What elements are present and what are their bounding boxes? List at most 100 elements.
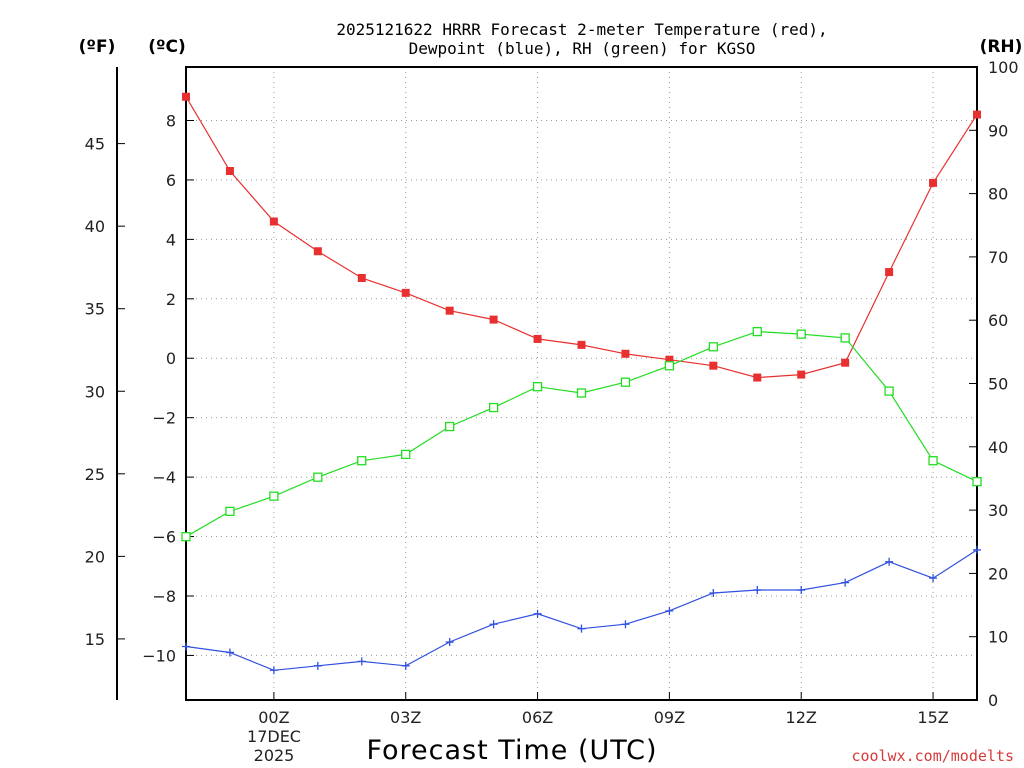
time-tick-label: 09Z — [654, 708, 685, 727]
celsius-tick-label: 0 — [166, 349, 176, 368]
rh-point — [664, 361, 675, 371]
rh-point — [269, 491, 279, 501]
dewpoint-point — [929, 574, 938, 583]
plot-frame — [185, 66, 978, 701]
rh-tick-label: 90 — [988, 121, 1008, 140]
rh-unit-label: (RH) — [980, 37, 1023, 57]
temperature-point — [577, 340, 586, 349]
temperature-point — [533, 334, 542, 343]
rh-tick-label: 30 — [988, 501, 1008, 520]
fahrenheit-tick-label: 45 — [85, 135, 105, 154]
time-tick-label: 15Z — [917, 708, 948, 727]
rh-tick-label: 80 — [988, 185, 1008, 204]
dewpoint-point — [973, 545, 981, 554]
temperature-point — [665, 355, 674, 364]
rh-tick-label: 20 — [988, 564, 1008, 583]
rh-tick-label: 50 — [988, 375, 1008, 394]
rh-axis: 0 10 20 30 40 50 60 70 80 90 100 — [969, 58, 1019, 710]
dewpoint-point — [665, 606, 674, 615]
temperature-point — [753, 373, 762, 382]
rh-point — [972, 476, 982, 487]
celsius-unit-label: (ºC) — [148, 37, 186, 57]
rh-point — [928, 456, 938, 466]
celsius-tick-label: 4 — [166, 230, 176, 249]
fahrenheit-tick-label: 25 — [85, 465, 105, 484]
celsius-tick-label: −6 — [152, 528, 176, 547]
rh-point — [225, 506, 235, 517]
time-tick-label: 12Z — [786, 708, 817, 727]
rh-tick-label: 0 — [988, 691, 998, 710]
x-axis-label: Forecast Time (UTC) — [366, 735, 657, 766]
rh-tick-label: 70 — [988, 248, 1008, 267]
temperature-point — [621, 349, 630, 358]
rh-point — [884, 386, 894, 396]
temperature-point — [357, 274, 366, 282]
celsius-tick-label: −2 — [152, 409, 176, 428]
series-layer — [181, 92, 982, 675]
temperature-point — [225, 167, 234, 176]
dewpoint-point — [797, 586, 806, 595]
time-tick-label: 00Z — [258, 708, 289, 727]
dewpoint-point — [885, 557, 894, 566]
grid-lines — [186, 67, 977, 700]
dewpoint-point — [225, 648, 234, 657]
dewpoint-point — [841, 578, 850, 587]
temperature-point — [973, 110, 981, 119]
fahrenheit-tick-label: 30 — [85, 382, 105, 401]
dewpoint-point — [313, 661, 322, 670]
date-label-day: 17DEC — [247, 727, 301, 746]
temperature-line — [185, 96, 978, 379]
temperature-point — [929, 178, 938, 187]
dewpoint-point — [621, 620, 630, 629]
chart-title-line-2: Dewpoint (blue), RH (green) for KGSO — [409, 39, 756, 58]
celsius-tick-label: 2 — [166, 290, 176, 309]
temperature-point — [885, 268, 894, 277]
rh-point — [840, 333, 850, 343]
dewpoint-point — [577, 624, 586, 633]
rh-point — [445, 421, 455, 432]
celsius-tick-label: −8 — [152, 587, 176, 606]
temperature-point — [401, 288, 410, 297]
time-tick-label: 03Z — [390, 708, 421, 727]
rh-point — [313, 472, 323, 482]
temperature-point — [797, 370, 806, 379]
rh-point — [752, 326, 762, 337]
rh-tick-label: 40 — [988, 438, 1008, 457]
date-label-year: 2025 — [254, 746, 295, 765]
fahrenheit-tick-label: 15 — [85, 630, 105, 649]
fahrenheit-tick-label: 40 — [85, 217, 105, 236]
celsius-tick-label: 8 — [166, 111, 176, 130]
rh-point — [532, 382, 543, 392]
celsius-axis: −10 −8 −6 −4 −2 0 2 4 6 8 — [142, 111, 194, 665]
dewpoint-point — [533, 609, 542, 618]
fahrenheit-tick-label: 35 — [85, 300, 105, 319]
fahrenheit-unit-label: (ºF) — [79, 37, 116, 57]
temperature-point — [445, 306, 454, 315]
dewpoint-point — [709, 589, 718, 598]
rh-tick-label: 100 — [988, 58, 1019, 77]
celsius-tick-label: −4 — [152, 468, 176, 487]
dewpoint-point — [357, 657, 366, 666]
celsius-tick-label: −10 — [142, 646, 176, 665]
dewpoint-point — [753, 586, 762, 595]
dewpoint-point — [489, 620, 498, 629]
rh-point — [796, 329, 806, 339]
rh-tick-label: 10 — [988, 628, 1008, 647]
temperature-point — [489, 315, 498, 324]
rh-point — [401, 449, 411, 460]
rh-point — [357, 456, 367, 466]
time-tick-label: 06Z — [522, 708, 553, 727]
temperature-point — [313, 247, 322, 256]
rh-point — [181, 532, 191, 542]
celsius-tick-label: 6 — [166, 171, 176, 190]
rh-point — [620, 377, 631, 387]
rh-line — [185, 330, 978, 538]
credit-text: coolwx.com/modelts — [851, 747, 1014, 765]
chart-title-line-1: 2025121622 HRRR Forecast 2-meter Tempera… — [336, 20, 827, 39]
rh-tick-label: 60 — [988, 311, 1008, 330]
fahrenheit-axis: 15 20 25 30 35 40 45 — [85, 135, 125, 649]
dewpoint-point — [182, 642, 190, 651]
dewpoint-point — [445, 638, 454, 647]
temperature-point — [269, 217, 278, 226]
